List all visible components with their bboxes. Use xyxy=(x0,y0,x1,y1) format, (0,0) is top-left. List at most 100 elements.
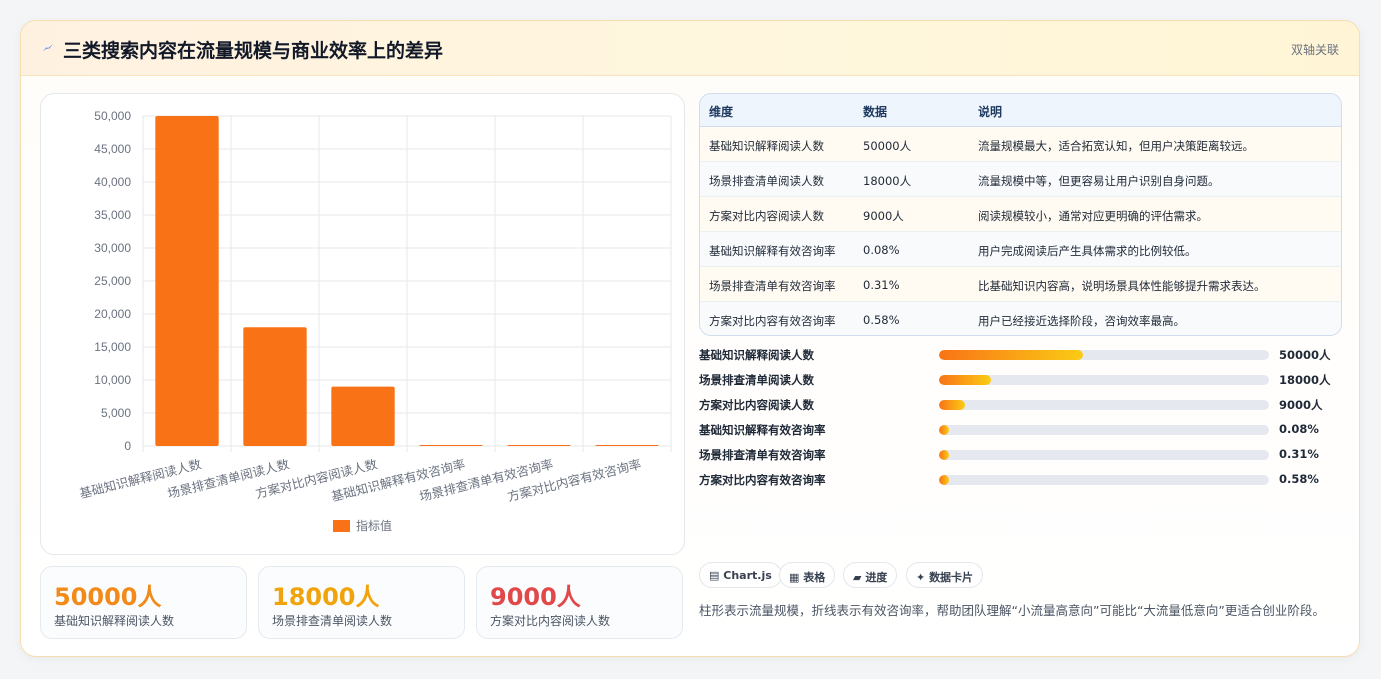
chart-icon: ▤ xyxy=(709,569,720,582)
progress-track xyxy=(939,400,1269,410)
y-tick-label: 40,000 xyxy=(94,175,131,189)
progress-row: 基础知识解释阅读人数 50000人 xyxy=(699,345,1342,365)
bar-chart-panel: 50,000 45,000 40,000 35,000 30,000 25,000 20,0… xyxy=(40,93,685,555)
table-cell: 用户已经接近选择阶段，咨询效率最高。 xyxy=(978,314,1185,328)
chip-label: 数据卡片 xyxy=(929,571,974,584)
main-card: 三类搜索内容在流量规模与商业效率上的差异 双轴关联 50,000 45,000 40… xyxy=(20,20,1360,657)
column-header: 说明 xyxy=(978,105,1003,119)
progress-label: 基础知识解释有效咨询率 xyxy=(699,423,826,437)
table-cell: 9000人 xyxy=(863,209,904,223)
progress-fill xyxy=(939,375,991,385)
table-cell: 0.31% xyxy=(863,278,900,292)
chip-progress[interactable]: ▰ 进度 xyxy=(843,562,898,588)
progress-value: 0.58% xyxy=(1279,472,1319,486)
stat-label: 方案对比内容阅读人数 xyxy=(490,614,611,628)
table-cell: 场景排查清单阅读人数 xyxy=(709,174,824,188)
table-icon: ▦ xyxy=(789,571,800,584)
table-cell: 50000人 xyxy=(863,139,912,153)
y-tick-label: 20,000 xyxy=(94,307,131,321)
progress-fill xyxy=(939,450,949,460)
legend-label: 指标值 xyxy=(356,518,392,533)
dual-axis-tag: 双轴关联 xyxy=(1290,43,1339,57)
progress-value: 18000人 xyxy=(1279,373,1331,387)
progress-fill xyxy=(939,475,949,485)
bar xyxy=(243,327,307,446)
y-tick-label: 50,000 xyxy=(94,109,131,123)
chip-chartjs[interactable]: ▤ Chart.js xyxy=(699,562,782,588)
table-cell: 基础知识解释阅读人数 xyxy=(709,139,824,153)
table-cell: 比基础知识内容高，说明场景具体性能够提升需求表达。 xyxy=(978,279,1266,293)
table-row: 方案对比内容阅读人数 9000人 阅读规模较小，通常对应更明确的评估需求。 xyxy=(700,197,1341,232)
stat-value: 9000人 xyxy=(490,583,581,611)
chart-note: 柱形表示流量规模，折线表示有效咨询率，帮助团队理解“小流量高意向”可能比“大流量… xyxy=(699,603,1325,618)
stat-value: 18000人 xyxy=(272,583,380,611)
table-cell: 阅读规模较小，通常对应更明确的评估需求。 xyxy=(978,209,1208,223)
table-row: 场景排查清单有效咨询率 0.31% 比基础知识内容高，说明场景具体性能够提升需求… xyxy=(700,267,1341,302)
y-tick-label: 30,000 xyxy=(94,241,131,255)
table-cell: 用户完成阅读后产生具体需求的比例较低。 xyxy=(978,244,1197,258)
chip-label: 进度 xyxy=(865,571,888,584)
legend-swatch xyxy=(333,520,350,532)
progress-icon: ▰ xyxy=(853,571,862,584)
sparkle-icon: ✦ xyxy=(916,571,926,584)
chip-data-cards[interactable]: ✦ 数据卡片 xyxy=(906,562,984,588)
progress-row: 基础知识解释有效咨询率 0.08% xyxy=(699,420,1342,440)
table-cell: 流量规模最大，适合拓宽认知，但用户决策距离较远。 xyxy=(978,139,1254,153)
bar xyxy=(155,116,219,446)
progress-label: 基础知识解释阅读人数 xyxy=(699,348,814,362)
y-tick-label: 35,000 xyxy=(94,208,131,222)
table-cell: 18000人 xyxy=(863,174,912,188)
page-title: 三类搜索内容在流量规模与商业效率上的差异 xyxy=(63,40,444,62)
card-header: 三类搜索内容在流量规模与商业效率上的差异 双轴关联 xyxy=(21,21,1359,76)
y-tick-label: 10,000 xyxy=(94,373,131,387)
y-tick-label: 15,000 xyxy=(94,340,131,354)
progress-value: 9000人 xyxy=(1279,398,1323,412)
chip-label: Chart.js xyxy=(723,569,772,582)
column-header: 维度 xyxy=(709,105,734,119)
progress-track xyxy=(939,375,1269,385)
y-tick-label: 25,000 xyxy=(94,274,131,288)
y-tick-label: 5,000 xyxy=(101,406,131,420)
table-row: 方案对比内容有效咨询率 0.58% 用户已经接近选择阶段，咨询效率最高。 xyxy=(700,302,1341,335)
stat-card-scenario: 18000人 场景排查清单阅读人数 xyxy=(258,566,465,639)
chip-table[interactable]: ▦ 表格 xyxy=(779,562,836,588)
progress-label: 场景排查清单阅读人数 xyxy=(699,373,814,387)
bar xyxy=(595,445,659,446)
progress-value: 0.31% xyxy=(1279,447,1319,461)
chip-label: 表格 xyxy=(803,571,826,584)
progress-fill xyxy=(939,425,949,435)
progress-track xyxy=(939,475,1269,485)
progress-value: 50000人 xyxy=(1279,348,1331,362)
progress-label: 方案对比内容阅读人数 xyxy=(699,398,814,412)
column-header: 数据 xyxy=(863,105,888,119)
table-header: 维度 数据 说明 xyxy=(700,94,1341,127)
table-cell: 方案对比内容阅读人数 xyxy=(709,209,824,223)
bar-chart: 50,000 45,000 40,000 35,000 30,000 25,000 20,0… xyxy=(78,109,672,533)
progress-row: 方案对比内容阅读人数 9000人 xyxy=(699,395,1342,415)
progress-fill xyxy=(939,400,965,410)
table-row: 场景排查清单阅读人数 18000人 流量规模中等，但更容易让用户识别自身问题。 xyxy=(700,162,1341,197)
table-cell: 场景排查清单有效咨询率 xyxy=(709,279,836,293)
table-cell: 方案对比内容有效咨询率 xyxy=(709,314,836,328)
progress-track xyxy=(939,450,1269,460)
bar xyxy=(419,445,483,446)
lightning-icon xyxy=(43,44,53,51)
table-row: 基础知识解释有效咨询率 0.08% 用户完成阅读后产生具体需求的比例较低。 xyxy=(700,232,1341,267)
table-row: 基础知识解释阅读人数 50000人 流量规模最大，适合拓宽认知，但用户决策距离较… xyxy=(700,127,1341,162)
table-cell: 0.08% xyxy=(863,243,900,257)
data-table: 维度 数据 说明 基础知识解释阅读人数 50000人 流量规模最大，适合拓宽认知… xyxy=(699,93,1342,336)
progress-row: 方案对比内容有效咨询率 0.58% xyxy=(699,470,1342,490)
bar xyxy=(331,386,395,446)
progress-fill xyxy=(939,350,1083,360)
stat-value: 50000人 xyxy=(54,583,162,611)
stat-label: 场景排查清单阅读人数 xyxy=(272,614,393,628)
progress-row: 场景排查清单有效咨询率 0.31% xyxy=(699,445,1342,465)
stat-card-basic: 50000人 基础知识解释阅读人数 xyxy=(40,566,247,639)
y-tick-label: 45,000 xyxy=(94,142,131,156)
progress-track xyxy=(939,425,1269,435)
table-cell: 基础知识解释有效咨询率 xyxy=(709,244,836,258)
table-cell: 0.58% xyxy=(863,313,900,327)
progress-label: 场景排查清单有效咨询率 xyxy=(699,448,826,462)
bar xyxy=(507,445,571,446)
stat-card-comparison: 9000人 方案对比内容阅读人数 xyxy=(476,566,683,639)
